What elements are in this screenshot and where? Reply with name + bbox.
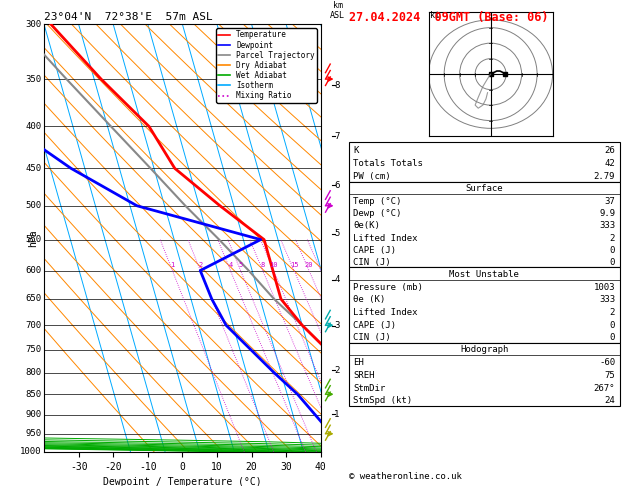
Text: 750: 750 xyxy=(25,345,42,354)
Text: 3: 3 xyxy=(334,321,340,330)
Text: CIN (J): CIN (J) xyxy=(353,333,391,342)
Text: 2: 2 xyxy=(610,308,615,317)
Text: 5: 5 xyxy=(238,262,243,268)
Text: 24: 24 xyxy=(604,396,615,405)
Text: 75: 75 xyxy=(604,371,615,380)
Text: 37: 37 xyxy=(604,197,615,206)
Text: 5: 5 xyxy=(334,229,340,238)
Text: 0: 0 xyxy=(610,321,615,330)
Text: θe (K): θe (K) xyxy=(353,295,386,304)
Text: CAPE (J): CAPE (J) xyxy=(353,321,396,330)
Text: 0: 0 xyxy=(610,246,615,255)
Text: 8: 8 xyxy=(260,262,265,268)
Text: 600: 600 xyxy=(25,266,42,275)
Text: 1003: 1003 xyxy=(594,283,615,292)
Text: 950: 950 xyxy=(25,429,42,438)
Text: StmSpd (kt): StmSpd (kt) xyxy=(353,396,413,405)
Text: EH: EH xyxy=(353,358,364,367)
Text: © weatheronline.co.uk: © weatheronline.co.uk xyxy=(349,472,462,481)
Text: 800: 800 xyxy=(25,368,42,377)
Text: 7: 7 xyxy=(334,132,340,140)
Text: 27.04.2024  09GMT (Base: 06): 27.04.2024 09GMT (Base: 06) xyxy=(349,11,548,24)
Text: 1: 1 xyxy=(334,410,340,418)
Text: 400: 400 xyxy=(25,122,42,131)
Text: Lifted Index: Lifted Index xyxy=(353,308,418,317)
Text: CIN (J): CIN (J) xyxy=(353,258,391,267)
Text: 267°: 267° xyxy=(594,383,615,393)
Text: 350: 350 xyxy=(25,74,42,84)
Text: 550: 550 xyxy=(25,235,42,244)
Text: 1: 1 xyxy=(170,262,174,268)
Text: Most Unstable: Most Unstable xyxy=(449,270,520,278)
Text: SREH: SREH xyxy=(353,371,375,380)
Text: 0: 0 xyxy=(610,333,615,342)
Text: StmDir: StmDir xyxy=(353,383,386,393)
Text: 2: 2 xyxy=(334,366,340,375)
Text: Mixing Ratio (g/kg): Mixing Ratio (g/kg) xyxy=(352,194,361,282)
Text: Temp (°C): Temp (°C) xyxy=(353,197,402,206)
Text: 2.79: 2.79 xyxy=(594,173,615,181)
Text: -60: -60 xyxy=(599,358,615,367)
Text: Surface: Surface xyxy=(465,184,503,193)
Text: 850: 850 xyxy=(25,390,42,399)
Legend: Temperature, Dewpoint, Parcel Trajectory, Dry Adiabat, Wet Adiabat, Isotherm, Mi: Temperature, Dewpoint, Parcel Trajectory… xyxy=(216,28,317,103)
Text: 700: 700 xyxy=(25,321,42,330)
Text: 500: 500 xyxy=(25,201,42,210)
Text: 4: 4 xyxy=(334,276,340,284)
Text: 42: 42 xyxy=(604,159,615,168)
Text: 650: 650 xyxy=(25,295,42,303)
Text: 2: 2 xyxy=(610,234,615,243)
Text: km
ASL: km ASL xyxy=(330,0,345,20)
Y-axis label: hPa: hPa xyxy=(28,229,38,247)
Text: 15: 15 xyxy=(290,262,298,268)
Text: Hodograph: Hodograph xyxy=(460,345,508,354)
Text: PW (cm): PW (cm) xyxy=(353,173,391,181)
Text: K: K xyxy=(353,146,359,155)
Text: 9.9: 9.9 xyxy=(599,209,615,218)
Text: kt: kt xyxy=(430,11,440,20)
Text: 4: 4 xyxy=(228,262,233,268)
Text: CAPE (J): CAPE (J) xyxy=(353,246,396,255)
Text: 23°04'N  72°38'E  57m ASL: 23°04'N 72°38'E 57m ASL xyxy=(44,12,213,22)
Text: 1000: 1000 xyxy=(19,448,42,456)
Text: 26: 26 xyxy=(604,146,615,155)
Text: 450: 450 xyxy=(25,164,42,173)
Text: Totals Totals: Totals Totals xyxy=(353,159,423,168)
Text: 300: 300 xyxy=(25,20,42,29)
Text: 333: 333 xyxy=(599,295,615,304)
Text: θe(K): θe(K) xyxy=(353,222,381,230)
Text: 8: 8 xyxy=(334,81,340,89)
Text: 900: 900 xyxy=(25,410,42,419)
Text: 6: 6 xyxy=(334,181,340,190)
Text: 20: 20 xyxy=(305,262,313,268)
Text: Dewp (°C): Dewp (°C) xyxy=(353,209,402,218)
Text: Pressure (mb): Pressure (mb) xyxy=(353,283,423,292)
Text: 2: 2 xyxy=(198,262,203,268)
X-axis label: Dewpoint / Temperature (°C): Dewpoint / Temperature (°C) xyxy=(103,477,262,486)
Text: 0: 0 xyxy=(610,258,615,267)
Text: 10: 10 xyxy=(269,262,278,268)
Text: 333: 333 xyxy=(599,222,615,230)
Text: Lifted Index: Lifted Index xyxy=(353,234,418,243)
